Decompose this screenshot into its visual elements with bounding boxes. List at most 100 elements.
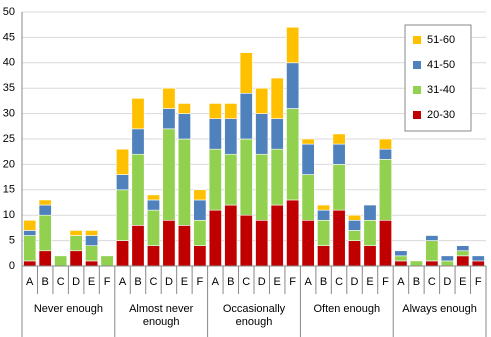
group-label: Occasionally enough: [222, 303, 286, 328]
x-tick-label: E: [366, 276, 373, 288]
x-tick-label: B: [413, 276, 420, 288]
bar-segment: [193, 199, 207, 221]
bar-segment: [146, 194, 160, 201]
x-tick-label: E: [459, 276, 466, 288]
bar-segment: [162, 87, 176, 109]
x-tick-label: A: [212, 276, 220, 288]
x-tick-label: B: [320, 276, 327, 288]
bar-segment: [363, 204, 377, 221]
bar-segment: [85, 260, 99, 267]
bar-segment: [38, 204, 52, 216]
x-tick-label: F: [382, 276, 389, 288]
y-tick-label: 20: [3, 158, 15, 170]
group-label: Often enough: [313, 303, 381, 315]
bar-segment: [23, 235, 37, 262]
bar-segment: [332, 133, 346, 145]
bar-segment: [69, 235, 83, 252]
bar-segment: [177, 103, 191, 114]
bar-segment: [23, 260, 37, 267]
bar-segment: [425, 240, 439, 262]
bar-segment: [286, 108, 300, 201]
bar-segment: [116, 240, 130, 267]
bar-segment: [131, 128, 145, 155]
bar-segment: [38, 250, 52, 267]
legend-label: 41-50: [427, 59, 455, 71]
x-tick-label: C: [149, 276, 157, 288]
bar-segment: [394, 260, 408, 267]
bar-segment: [224, 103, 238, 119]
bar-segment: [317, 204, 331, 211]
bar-segment: [85, 230, 99, 236]
bar-segment: [425, 235, 439, 241]
bar-segment: [146, 199, 160, 211]
bar-segment: [208, 209, 222, 267]
bar-segment: [131, 153, 145, 226]
bar-segment: [239, 138, 253, 216]
x-tick-label: F: [289, 276, 296, 288]
y-tick-label: 35: [3, 82, 15, 94]
x-tick-label: B: [42, 276, 49, 288]
bar-segment: [208, 103, 222, 119]
bar-segment: [286, 62, 300, 109]
bar-segment: [301, 174, 315, 221]
bar-segment: [69, 230, 83, 236]
bar-segment: [394, 255, 408, 262]
bar-segment: [131, 98, 145, 130]
legend-label: 51-60: [427, 34, 455, 46]
x-tick-label: E: [88, 276, 95, 288]
x-tick-label: B: [134, 276, 141, 288]
bar-segment: [116, 148, 130, 175]
x-tick-label: C: [335, 276, 343, 288]
x-tick-label: F: [475, 276, 482, 288]
bar-segment: [239, 52, 253, 94]
y-tick-label: 5: [9, 235, 15, 247]
bar-segment: [440, 260, 454, 267]
bar-segment: [23, 230, 37, 236]
bar-segment: [255, 219, 269, 267]
bar-segment: [23, 219, 37, 231]
bar-segment: [363, 219, 377, 246]
bar-segment: [471, 260, 485, 267]
bar-segment: [239, 92, 253, 140]
x-tick-label: D: [443, 276, 451, 288]
group-label: Always enough: [402, 303, 477, 315]
x-tick-label: E: [181, 276, 188, 288]
bar-segment: [301, 143, 315, 175]
bar-segment: [286, 26, 300, 64]
bar-segment: [255, 153, 269, 221]
bar-segment: [100, 255, 114, 267]
bar-segment: [270, 148, 284, 206]
bar-segment: [286, 199, 300, 267]
x-tick-label: A: [119, 276, 127, 288]
bar-segment: [425, 260, 439, 267]
y-tick-label: 25: [3, 133, 15, 145]
bar-segment: [69, 250, 83, 267]
bar-segment: [177, 113, 191, 140]
bar-segment: [471, 255, 485, 262]
legend-label: 31-40: [427, 84, 455, 96]
bar-segment: [348, 240, 362, 267]
bar-segment: [193, 189, 207, 201]
bar-segment: [162, 108, 176, 130]
bar-segment: [394, 250, 408, 257]
x-tick-label: D: [165, 276, 173, 288]
y-tick-label: 10: [3, 209, 15, 221]
bar-segment: [162, 128, 176, 221]
bar-segment: [332, 143, 346, 165]
bar-segment: [332, 209, 346, 267]
y-tick-label: 0: [9, 260, 15, 272]
y-tick-label: 50: [3, 6, 15, 18]
bar-segment: [409, 260, 423, 267]
legend-swatch: [413, 36, 421, 44]
bar-segment: [193, 219, 207, 246]
legend-swatch: [413, 86, 421, 94]
x-tick-label: C: [428, 276, 436, 288]
bar-segment: [301, 138, 315, 145]
y-tick-label: 15: [3, 184, 15, 196]
y-tick-label: 45: [3, 31, 15, 43]
bar-segment: [348, 219, 362, 231]
bar-segment: [378, 219, 392, 267]
bar-segment: [440, 255, 454, 262]
